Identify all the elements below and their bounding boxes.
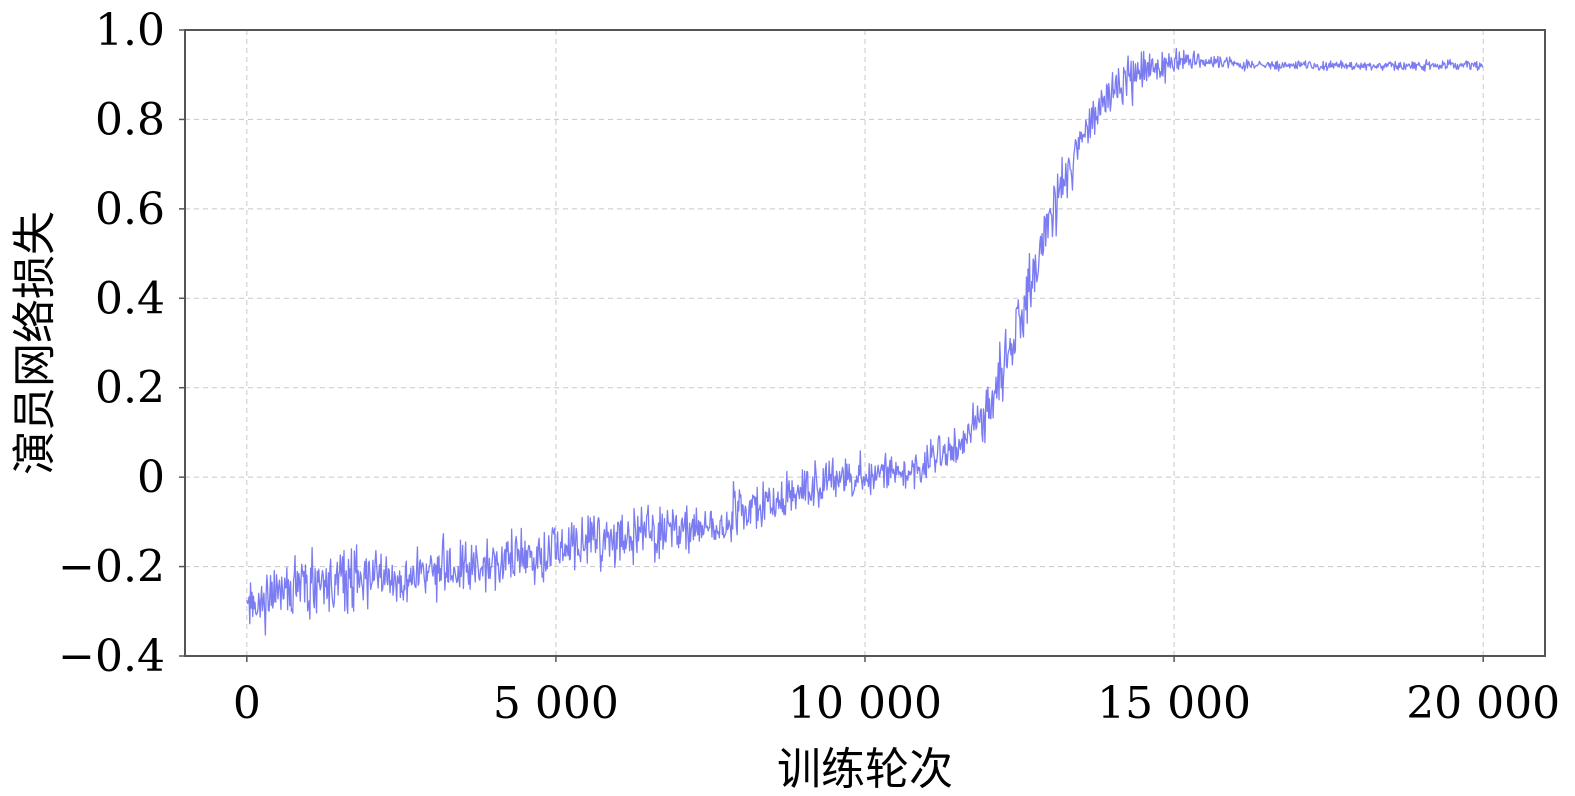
y-axis-title: 演员网络损失 [10, 211, 61, 475]
y-tick-label: −0.2 [58, 542, 165, 593]
y-tick-label: 0.6 [95, 184, 165, 235]
grid [185, 29, 1545, 657]
tick-labels: 0 5 000 10 000 15 000 20 000 −0.4 −0.2 0 0.2 0.4 0… [58, 5, 1560, 729]
x-tick-label: 10 000 [788, 678, 942, 729]
y-tick-label: −0.4 [58, 631, 165, 682]
x-tick-label: 20 000 [1406, 678, 1560, 729]
y-tick-label: 1.0 [95, 5, 165, 56]
y-tick-label: 0 [137, 452, 165, 503]
y-tick-label: 0.2 [95, 363, 165, 414]
ticks [179, 29, 1484, 662]
x-tick-label: 0 [233, 678, 261, 729]
y-tick-label: 0.8 [95, 94, 165, 145]
x-axis-title: 训练轮次 [777, 744, 953, 795]
y-tick-label: 0.4 [95, 273, 165, 324]
x-tick-label: 15 000 [1097, 678, 1251, 729]
series-layer [246, 47, 1484, 636]
x-tick-label: 5 000 [493, 678, 619, 729]
series-line [246, 47, 1484, 636]
